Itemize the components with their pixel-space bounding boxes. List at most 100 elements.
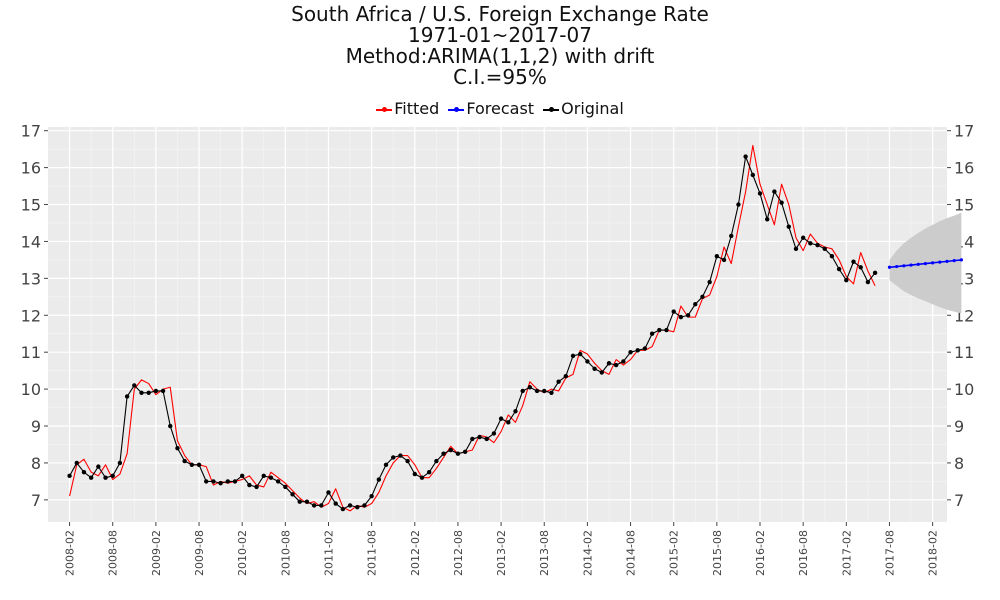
original-data-point	[419, 475, 425, 480]
x-tick-label: 2015-02	[668, 530, 681, 576]
original-data-point	[88, 475, 94, 480]
original-data-point	[570, 353, 576, 359]
original-data-point	[808, 241, 813, 246]
original-data-point	[261, 473, 266, 479]
original-data-point	[815, 242, 820, 248]
original-data-point	[297, 499, 302, 504]
x-tick-label: 2011-02	[322, 530, 335, 576]
original-data-point	[376, 477, 382, 482]
legend-label-forecast: Forecast	[466, 99, 535, 118]
original-data-point	[822, 246, 827, 252]
original-data-point	[851, 259, 856, 264]
original-data-point	[793, 246, 799, 252]
y-tick-label-left: 13	[21, 269, 41, 288]
original-data-point	[132, 383, 137, 388]
original-data-point	[527, 385, 533, 390]
forecast-data-point	[945, 259, 949, 263]
original-data-point	[232, 479, 238, 484]
forecast-data-point	[902, 264, 906, 268]
original-data-point	[671, 309, 676, 314]
y-tick-label-left: 17	[21, 122, 41, 141]
original-data-point	[700, 294, 705, 300]
forecast-data-point	[952, 259, 956, 263]
y-tick-label-left: 12	[21, 306, 41, 325]
original-data-point	[491, 431, 497, 436]
original-data-point	[204, 479, 209, 484]
x-tick-label: 2009-02	[150, 530, 163, 576]
original-data-point	[606, 361, 612, 366]
original-data-point	[484, 436, 489, 442]
original-data-point	[347, 503, 353, 508]
y-tick-label-left: 16	[21, 159, 41, 178]
original-data-point	[275, 479, 281, 484]
x-tick-label: 2018-02	[927, 530, 940, 576]
original-data-point	[563, 373, 569, 379]
original-data-point	[182, 458, 187, 464]
original-data-point	[736, 202, 741, 207]
original-data-point	[657, 327, 662, 333]
chart-legend: Fitted Forecast Original	[0, 98, 1000, 118]
legend-item-fitted: Fitted	[376, 99, 439, 118]
original-data-point	[844, 278, 849, 283]
original-data-point	[628, 349, 633, 355]
forecast-data-point	[887, 265, 892, 269]
original-data-point	[160, 388, 166, 394]
legend-item-original: Original	[543, 99, 624, 118]
legend-label-original: Original	[561, 99, 624, 118]
original-data-point	[74, 460, 79, 466]
original-data-point	[858, 265, 863, 270]
original-data-point	[110, 473, 115, 479]
chart-title: South Africa / U.S. Foreign Exchange Rat…	[291, 2, 709, 26]
forecast-data-point	[923, 261, 928, 266]
original-data-point	[542, 388, 547, 394]
x-tick-label: 2008-08	[107, 530, 120, 576]
forecast-data-point	[938, 260, 942, 264]
y-tick-label-right: 15	[954, 196, 974, 215]
original-data-point	[729, 233, 734, 239]
y-tick-label-right: 8	[954, 454, 964, 473]
chart-subtitle-method: Method:ARIMA(1,1,2) with drift	[345, 44, 655, 68]
original-data-point	[556, 379, 561, 384]
original-data-point	[441, 451, 446, 456]
original-data-point	[621, 359, 626, 364]
original-data-point	[283, 484, 288, 490]
y-tick-label-left: 14	[21, 232, 41, 251]
original-data-point	[326, 490, 331, 495]
original-data-point	[779, 200, 784, 205]
y-tick-label-left: 15	[21, 196, 41, 215]
original-data-point	[865, 279, 871, 285]
original-data-point	[693, 301, 698, 307]
forecast-data-point	[909, 263, 913, 267]
x-tick-label: 2015-08	[711, 530, 724, 576]
original-data-point	[168, 423, 173, 429]
original-data-point	[578, 351, 583, 357]
original-data-point	[585, 359, 590, 364]
original-data-point	[872, 270, 878, 276]
original-data-point	[189, 462, 195, 467]
original-data-point	[254, 484, 259, 490]
x-tick-label: 2008-02	[64, 530, 77, 576]
plot-panel	[48, 127, 947, 522]
original-data-point	[398, 453, 403, 458]
original-data-point	[829, 254, 835, 259]
x-tick-label: 2014-08	[625, 530, 638, 576]
original-data-point	[455, 451, 461, 456]
original-data-point	[649, 331, 655, 336]
y-tick-label-right: 17	[954, 122, 974, 141]
original-data-point	[613, 362, 619, 368]
original-data-point	[534, 388, 540, 394]
original-data-point	[800, 235, 806, 240]
original-data-point	[592, 366, 597, 371]
x-tick-label: 2010-02	[236, 530, 249, 576]
fitted-series-line	[69, 144, 876, 512]
original-data-point	[211, 479, 216, 484]
original-data-point	[218, 481, 223, 486]
legend-swatch-fitted	[376, 106, 393, 112]
original-data-point	[175, 445, 180, 451]
y-tick-label-right: 10	[954, 380, 974, 399]
y-tick-label-right: 9	[954, 417, 964, 436]
original-data-point	[67, 473, 72, 479]
original-data-point	[757, 191, 763, 196]
original-data-point	[599, 370, 604, 375]
